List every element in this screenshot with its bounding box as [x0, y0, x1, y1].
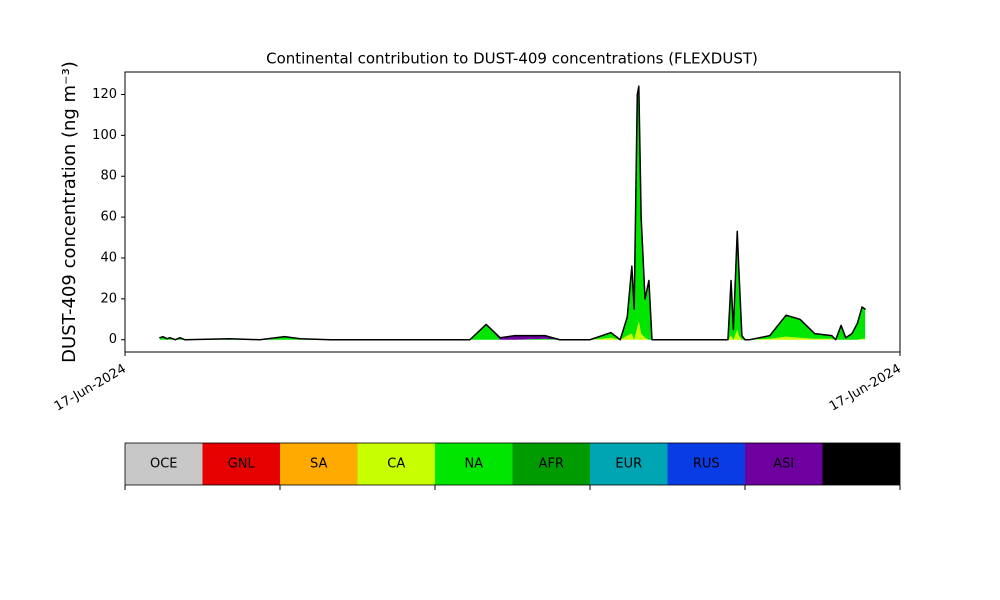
area — [159, 86, 866, 340]
x-tick-label: 17-Jun-2024 — [52, 362, 129, 415]
y-tick-label: 40 — [100, 250, 117, 265]
y-tick-label: 80 — [100, 169, 117, 184]
legend-swatch — [822, 443, 900, 485]
legend-label: CA — [387, 457, 405, 472]
y-axis-label: DUST-409 concentration (ng m⁻³) — [59, 61, 80, 363]
legend-swatch — [280, 443, 358, 485]
area — [159, 86, 866, 340]
legend-swatch — [125, 443, 203, 485]
chart-title: Continental contribution to DUST-409 con… — [266, 50, 758, 68]
legend-label: AUS — [848, 457, 875, 472]
legend-label: SA — [310, 457, 327, 472]
legend-swatch — [512, 443, 590, 485]
legend-label: EUR — [615, 457, 642, 472]
legend-label: GNL — [228, 457, 256, 472]
y-tick-label: 120 — [92, 87, 117, 102]
legend-swatch — [202, 443, 280, 485]
plot-area — [159, 85, 866, 341]
legend-swatch — [590, 443, 668, 485]
area — [159, 86, 866, 340]
y-tick-label: 20 — [100, 291, 117, 306]
legend-swatch — [357, 443, 435, 485]
legend-label: RUS — [693, 457, 720, 472]
x-tick-label: 17-Jun-2024 — [827, 362, 904, 415]
colorbar-frame — [124, 442, 901, 486]
y-tick-label: 60 — [100, 210, 117, 225]
area — [159, 321, 866, 340]
area — [159, 85, 866, 341]
legend-swatch — [435, 443, 513, 485]
legend-swatch — [745, 443, 823, 485]
area — [159, 86, 866, 340]
legend-label: NA — [464, 457, 483, 472]
legend-label: ASI — [773, 457, 794, 472]
plot-frame — [124, 71, 901, 353]
legend-label: AFR — [539, 457, 564, 472]
colorbar-legend: OCE GNL SA CA NA AFR EUR RUS ASI AUS — [125, 443, 900, 485]
y-tick-label: 0 — [109, 332, 117, 347]
colorbar-ticks — [124, 485, 901, 490]
legend-label: OCE — [150, 457, 178, 472]
legend-swatch — [667, 443, 745, 485]
area — [159, 86, 866, 340]
y-tick-label: 100 — [92, 128, 117, 143]
